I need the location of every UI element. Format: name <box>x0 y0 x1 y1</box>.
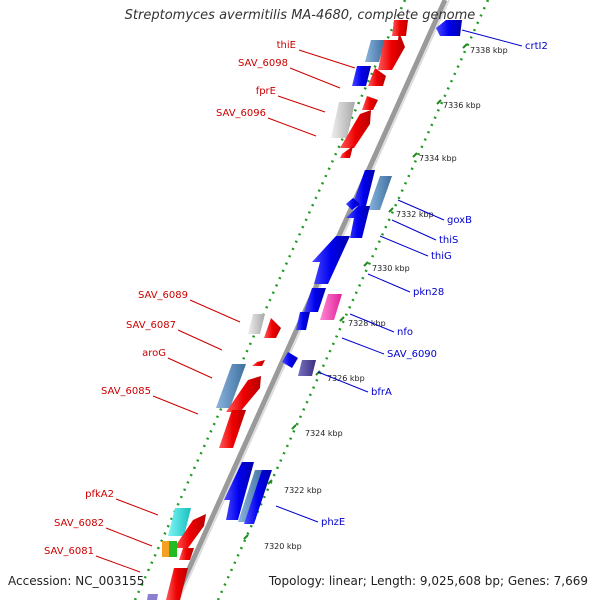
gene-arrow[interactable] <box>174 514 206 548</box>
scale-tick-7328: 7328 kbp <box>339 316 386 328</box>
gene-block[interactable] <box>162 541 169 557</box>
gene-block[interactable] <box>304 288 326 312</box>
gene-arrow[interactable] <box>346 206 370 238</box>
gene-arrow[interactable] <box>340 110 371 148</box>
gene-label-thiS[interactable]: thiS <box>439 235 458 246</box>
gene-arrow[interactable] <box>224 462 254 520</box>
genome-summary: Topology: linear; Length: 9,025,608 bp; … <box>268 574 588 588</box>
map-title: Streptomyces avermitilis MA-4680, comple… <box>124 8 476 23</box>
gene-block[interactable] <box>368 176 392 210</box>
gene-label-phzE[interactable]: phzE <box>321 517 345 528</box>
scale-tick-label: 7338 kbp <box>470 46 508 55</box>
gene-label-SAV_6090[interactable]: SAV_6090 <box>387 349 437 360</box>
gene-block[interactable] <box>244 470 272 524</box>
gene-block[interactable] <box>352 170 375 206</box>
gene-label-thiE[interactable]: thiE <box>277 40 296 51</box>
gene-label-thiG[interactable]: thiG <box>431 251 452 262</box>
scale-tick-label: 7326 kbp <box>327 374 365 383</box>
gene-block[interactable] <box>147 594 158 600</box>
gene-block[interactable] <box>168 508 191 536</box>
gene-block[interactable] <box>331 102 355 138</box>
gene-block[interactable] <box>392 20 408 36</box>
accession-label: Accession: NC_003155 <box>8 574 145 588</box>
scale-tick-7330: 7330 kbp <box>363 261 410 273</box>
forward-guide-dots <box>133 0 407 600</box>
gene-label-SAV_6087[interactable]: SAV_6087 <box>126 320 176 331</box>
scale-tick-label: 7322 kbp <box>284 486 322 495</box>
gene-arrow[interactable] <box>312 236 350 284</box>
scale-tick-7322: 7322 kbp <box>267 479 322 495</box>
gene-label-nfo[interactable]: nfo <box>397 327 413 338</box>
gene-block[interactable] <box>352 66 371 86</box>
scale-tick-label: 7336 kbp <box>443 101 481 110</box>
gene-label-aroG[interactable]: aroG <box>142 348 166 359</box>
gene-label-SAV_6085[interactable]: SAV_6085 <box>101 386 151 397</box>
scale-tick-label: 7324 kbp <box>305 429 343 438</box>
scale-tick-7338: 7338 kbp <box>462 43 508 55</box>
gene-block[interactable] <box>219 410 246 448</box>
forward-features <box>147 20 408 600</box>
gene-block[interactable] <box>248 314 265 334</box>
gene-arrow[interactable] <box>346 198 360 210</box>
gene-block[interactable] <box>166 568 188 600</box>
gene-arrow[interactable] <box>340 146 353 158</box>
gene-label-SAV_6096[interactable]: SAV_6096 <box>216 108 266 119</box>
forward-labels: thiE SAV_6098 fprE SAV_6096 SAV_6089 SAV… <box>44 40 356 573</box>
scale-tick-label: 7334 kbp <box>419 154 457 163</box>
scale-tick-label: 7328 kbp <box>348 319 386 328</box>
reverse-guide-dots <box>216 0 490 600</box>
gene-arrow[interactable] <box>252 360 265 366</box>
gene-label-bfrA[interactable]: bfrA <box>371 387 392 398</box>
gene-block[interactable] <box>362 96 378 110</box>
gene-block[interactable] <box>320 294 342 320</box>
scale-tick-7334: 7334 kbp <box>412 152 457 163</box>
scale-tick-label: 7330 kbp <box>372 264 410 273</box>
scale-tick-label: 7332 kbp <box>396 210 434 219</box>
gene-arrow[interactable] <box>378 32 405 70</box>
gene-label-goxB[interactable]: goxB <box>447 215 472 226</box>
gene-block[interactable] <box>365 40 385 62</box>
scale-tick-7326: 7326 kbp <box>315 370 365 383</box>
reverse-features <box>224 20 462 524</box>
reverse-labels: crtI2 goxB thiS thiG pkn28 nfo SAV_6090 … <box>275 29 548 528</box>
gene-block[interactable] <box>179 548 194 560</box>
gene-arrow[interactable] <box>264 318 281 338</box>
gene-label-crtI2[interactable]: crtI2 <box>525 41 548 52</box>
gene-block[interactable] <box>298 360 316 376</box>
gene-label-SAV_6098[interactable]: SAV_6098 <box>238 58 288 69</box>
scale-tick-7324: 7324 kbp <box>291 424 343 438</box>
gene-label-pkn28[interactable]: pkn28 <box>413 287 444 298</box>
scale-tick-label: 7320 kbp <box>264 542 302 551</box>
gene-label-fprE[interactable]: fprE <box>256 86 276 97</box>
scale-tick-7320: 7320 kbp <box>243 534 302 551</box>
gene-block[interactable] <box>296 312 310 330</box>
gene-arrow[interactable] <box>226 376 261 412</box>
scale-tick-7336: 7336 kbp <box>436 99 481 110</box>
scale-tick-7332: 7332 kbp <box>388 207 434 219</box>
gene-block[interactable] <box>216 364 246 408</box>
gene-label-SAV_6081[interactable]: SAV_6081 <box>44 546 94 557</box>
gene-arrow[interactable] <box>368 68 386 86</box>
gene-block[interactable] <box>169 541 177 557</box>
gene-block[interactable] <box>436 20 462 36</box>
gene-label-pfkA2[interactable]: pfkA2 <box>85 489 114 500</box>
gene-arrow[interactable] <box>282 352 298 368</box>
gene-label-SAV_6082[interactable]: SAV_6082 <box>54 518 104 529</box>
gene-label-SAV_6089[interactable]: SAV_6089 <box>138 290 188 301</box>
